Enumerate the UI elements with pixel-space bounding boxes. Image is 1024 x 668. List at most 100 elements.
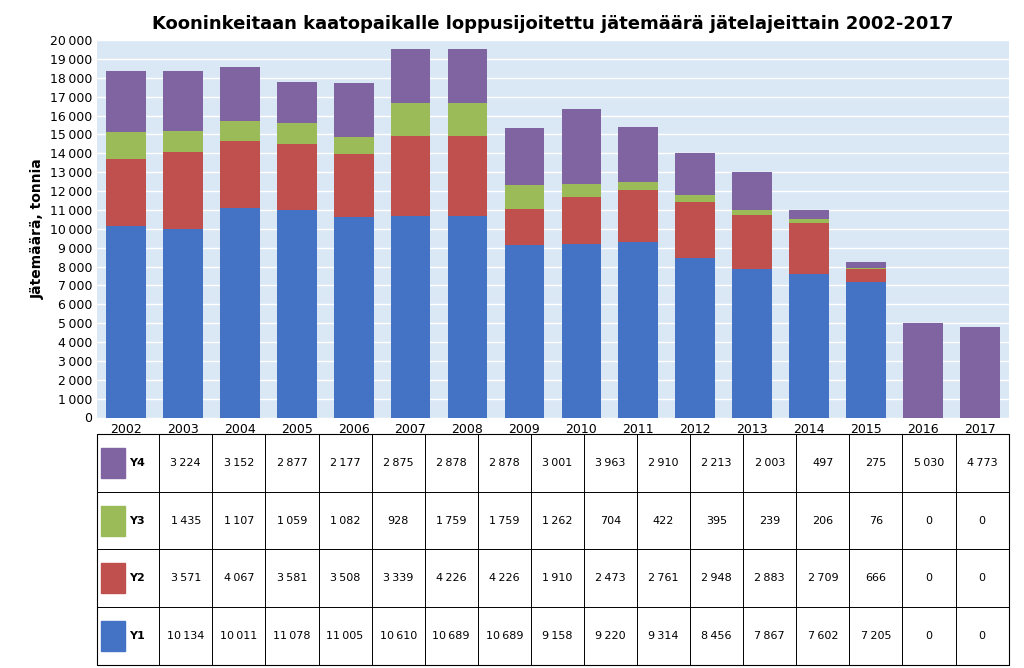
Bar: [220, 208, 260, 418]
Bar: [743, 492, 797, 549]
Text: 1 759: 1 759: [436, 516, 467, 526]
Text: 7 867: 7 867: [755, 631, 785, 641]
Text: Y3: Y3: [129, 516, 145, 526]
Bar: [334, 137, 374, 154]
Bar: [637, 607, 690, 665]
Bar: [505, 244, 545, 418]
Text: 8 456: 8 456: [701, 631, 732, 641]
Text: Y4: Y4: [129, 458, 145, 468]
Bar: [276, 82, 316, 123]
Bar: [101, 448, 125, 478]
Bar: [265, 492, 318, 549]
Bar: [163, 131, 203, 152]
Text: 1 082: 1 082: [330, 516, 360, 526]
Bar: [160, 607, 212, 665]
Bar: [797, 549, 849, 607]
Bar: [618, 182, 658, 190]
Text: 2 878: 2 878: [436, 458, 467, 468]
Bar: [425, 607, 478, 665]
Bar: [447, 103, 487, 136]
Text: 3 224: 3 224: [170, 458, 201, 468]
Bar: [618, 190, 658, 242]
Bar: [732, 210, 772, 214]
Bar: [97, 549, 160, 607]
Bar: [212, 492, 265, 549]
Bar: [212, 434, 265, 492]
Bar: [390, 216, 430, 418]
Bar: [849, 492, 902, 549]
Bar: [732, 269, 772, 418]
Text: 2 177: 2 177: [330, 458, 360, 468]
Bar: [105, 226, 145, 418]
Text: 3 581: 3 581: [276, 573, 307, 583]
Text: 2 948: 2 948: [701, 573, 732, 583]
Bar: [849, 607, 902, 665]
Bar: [163, 152, 203, 228]
Bar: [478, 607, 530, 665]
Bar: [676, 258, 716, 418]
Text: 0: 0: [979, 573, 985, 583]
Bar: [961, 327, 1000, 418]
Bar: [849, 434, 902, 492]
Bar: [637, 492, 690, 549]
Text: 928: 928: [387, 516, 409, 526]
Bar: [846, 267, 886, 269]
Text: 1 107: 1 107: [223, 516, 254, 526]
Bar: [212, 549, 265, 607]
Bar: [318, 549, 372, 607]
Bar: [584, 492, 637, 549]
Text: 2 473: 2 473: [595, 573, 626, 583]
Bar: [584, 607, 637, 665]
Bar: [902, 492, 955, 549]
Text: 1 262: 1 262: [542, 516, 572, 526]
Bar: [676, 195, 716, 202]
Text: 497: 497: [812, 458, 834, 468]
Bar: [902, 549, 955, 607]
Text: 4 226: 4 226: [436, 573, 467, 583]
Bar: [561, 244, 601, 418]
Bar: [163, 71, 203, 131]
Bar: [732, 172, 772, 210]
Bar: [265, 549, 318, 607]
Text: 5 030: 5 030: [913, 458, 944, 468]
Text: 0: 0: [979, 631, 985, 641]
Bar: [220, 121, 260, 141]
Text: 2 213: 2 213: [701, 458, 732, 468]
Bar: [390, 49, 430, 103]
Text: 10 610: 10 610: [380, 631, 417, 641]
Bar: [690, 607, 743, 665]
Bar: [97, 434, 160, 492]
Bar: [101, 506, 125, 536]
Bar: [846, 263, 886, 267]
Bar: [530, 492, 584, 549]
Text: 0: 0: [926, 516, 933, 526]
Bar: [846, 269, 886, 281]
Bar: [505, 128, 545, 185]
Text: 2 761: 2 761: [648, 573, 679, 583]
Text: 0: 0: [979, 516, 985, 526]
Bar: [690, 549, 743, 607]
Bar: [561, 184, 601, 197]
Bar: [425, 549, 478, 607]
Bar: [160, 549, 212, 607]
Text: 10 689: 10 689: [432, 631, 470, 641]
Text: 422: 422: [653, 516, 674, 526]
Text: 666: 666: [865, 573, 887, 583]
Bar: [637, 549, 690, 607]
Bar: [425, 434, 478, 492]
Text: 4 226: 4 226: [489, 573, 519, 583]
Bar: [105, 132, 145, 159]
Bar: [478, 549, 530, 607]
Bar: [105, 71, 145, 132]
Bar: [447, 49, 487, 103]
Bar: [97, 492, 160, 549]
Text: 9 314: 9 314: [648, 631, 679, 641]
Bar: [105, 159, 145, 226]
Text: 3 339: 3 339: [383, 573, 414, 583]
Y-axis label: Jätemäärä, tonnia: Jätemäärä, tonnia: [31, 158, 44, 299]
Text: 3 508: 3 508: [330, 573, 360, 583]
Bar: [790, 223, 829, 274]
Bar: [530, 549, 584, 607]
Text: 0: 0: [926, 631, 933, 641]
Text: 2 709: 2 709: [808, 573, 839, 583]
